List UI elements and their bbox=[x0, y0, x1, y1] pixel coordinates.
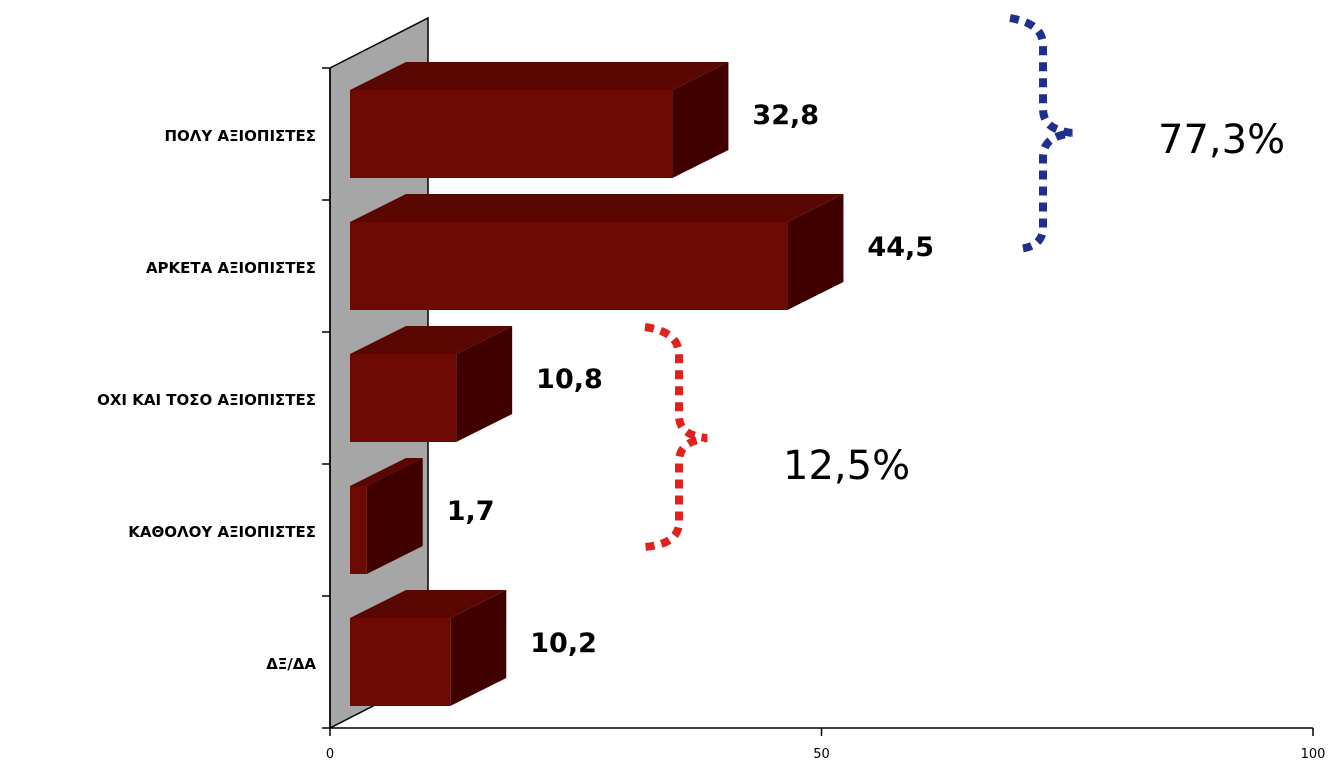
x-tick-label: 100 bbox=[1301, 747, 1326, 762]
value-label: 1,7 bbox=[447, 496, 495, 527]
bar bbox=[350, 194, 844, 310]
bar-top-face bbox=[350, 326, 513, 354]
category-label: ΚΑΘΟΛΟΥ ΑΞΙΟΠΙΣΤΕΣ bbox=[128, 523, 316, 541]
y-axis-ticks bbox=[322, 67, 330, 729]
bar-side-face bbox=[672, 62, 729, 178]
bar-top-face bbox=[350, 62, 729, 90]
value-label: 44,5 bbox=[867, 232, 934, 263]
bar-side-face bbox=[787, 194, 844, 310]
value-labels: 32,8 44,5 10,8 1,7 10,2 bbox=[447, 100, 934, 659]
bar-top-face bbox=[350, 458, 423, 486]
bar bbox=[350, 326, 513, 442]
x-axis-ticks: 0 50 100 bbox=[326, 728, 1326, 762]
bar bbox=[350, 458, 423, 574]
bars-group bbox=[350, 62, 844, 706]
bar-top-face bbox=[350, 590, 507, 618]
bar-top-face bbox=[350, 194, 844, 222]
annotation-77-3: 77,3% bbox=[1158, 117, 1285, 163]
bar-front-face bbox=[350, 618, 451, 706]
bar-front-face bbox=[350, 354, 457, 442]
category-label: ΠΟΛΥ ΑΞΙΟΠΙΣΤΕΣ bbox=[164, 127, 316, 145]
annotation-12-5: 12,5% bbox=[783, 443, 910, 489]
value-label: 10,8 bbox=[536, 364, 603, 395]
x-tick-label: 0 bbox=[326, 747, 334, 762]
x-tick-label: 50 bbox=[813, 747, 830, 762]
category-label: ΑΡΚΕΤΑ ΑΞΙΟΠΙΣΤΕΣ bbox=[146, 259, 316, 277]
bar-front-face bbox=[350, 486, 367, 574]
bar-side-face bbox=[450, 590, 507, 706]
bar bbox=[350, 62, 729, 178]
value-label: 10,2 bbox=[530, 628, 597, 659]
bar bbox=[350, 590, 507, 706]
bar-side-face bbox=[456, 326, 513, 442]
bracket-red bbox=[644, 323, 708, 551]
bracket-blue bbox=[1009, 14, 1073, 253]
category-label: ΔΞ/ΔΑ bbox=[266, 655, 316, 673]
category-labels: ΠΟΛΥ ΑΞΙΟΠΙΣΤΕΣ ΑΡΚΕΤΑ ΑΞΙΟΠΙΣΤΕΣ ΟΧΙ ΚΑΙ … bbox=[97, 127, 316, 673]
category-label: ΟΧΙ ΚΑΙ ΤΟΣΟ ΑΞΙΟΠΙΣΤΕΣ bbox=[97, 391, 316, 409]
bar-side-face bbox=[366, 458, 423, 574]
bar-front-face bbox=[350, 222, 788, 310]
bar-front-face bbox=[350, 90, 673, 178]
value-label: 32,8 bbox=[752, 100, 819, 131]
